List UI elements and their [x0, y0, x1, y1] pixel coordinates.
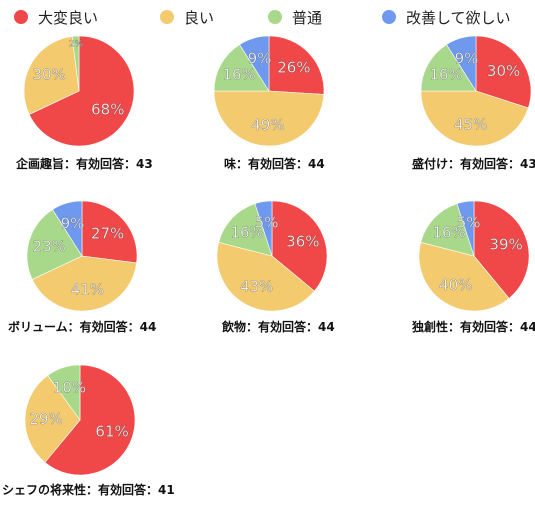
pie-slice-very-good: [44, 364, 136, 476]
pie-label-good: 45%: [454, 116, 487, 134]
pie-slice-normal: [218, 203, 273, 257]
pie-chart-1: 68% 30% 2%: [23, 35, 135, 147]
legend-swatch-needs-improvement: [382, 10, 396, 24]
pie-slice-good: [216, 241, 315, 312]
pie-label-very-good: 27%: [91, 224, 124, 242]
pie-chart-7: 61% 29% 10%: [24, 364, 136, 476]
pie-chart-5: 36% 43% 16%5%: [216, 200, 328, 312]
pie-slice-good: [23, 36, 80, 115]
pie-slice-very-good: [271, 200, 328, 292]
pie-label-normal: 16%: [432, 224, 465, 242]
chart-caption-5: 飲物：有効回答：44: [222, 320, 335, 334]
pie-label-good: 40%: [439, 276, 472, 294]
pie-slice-needs-improvement: [446, 35, 477, 93]
pie-label-needs-improvement: 5%: [255, 213, 279, 231]
pie-label-normal: 16%: [429, 66, 462, 84]
pie-slice-normal: [47, 364, 81, 421]
pie-label-very-good: 68%: [91, 100, 124, 118]
legend-label-normal: 普通: [292, 8, 323, 27]
pie-label-very-good: 36%: [286, 232, 319, 250]
pie-label-normal: 10%: [53, 379, 86, 397]
pie-label-normal: 16%: [230, 224, 263, 242]
pie-label-good: 43%: [240, 277, 273, 295]
pie-slice-good: [420, 90, 529, 147]
pie-label-normal: 2%: [69, 39, 84, 49]
pie-label-very-good: 26%: [277, 59, 310, 77]
chart-caption-1: 企画趣旨：有効回答：43: [16, 157, 153, 171]
pie-slice-very-good: [81, 200, 138, 264]
pie-slice-very-good: [473, 200, 530, 299]
legend-swatch-normal: [268, 10, 282, 24]
legend: 大変良い 良い 普通 改善して欲しい: [0, 0, 535, 34]
pie-slice-normal: [26, 209, 83, 280]
legend-item-very-good: 大変良い: [14, 6, 98, 28]
chart-caption-3: 盛付け：有効回答：43: [412, 157, 535, 171]
pie-label-needs-improvement: 9%: [248, 49, 272, 67]
legend-swatch-good: [160, 10, 174, 24]
pie-label-very-good: 61%: [95, 423, 128, 441]
pie-label-good: 41%: [71, 281, 104, 299]
pie-slice-good: [418, 241, 510, 312]
legend-item-needs-improvement: 改善して欲しい: [382, 6, 511, 28]
pie-slice-needs-improvement: [456, 200, 475, 257]
pie-label-good: 29%: [29, 410, 62, 428]
chart-caption-2: 味：有効回答：44: [224, 157, 325, 171]
pie-chart-6: 39% 40% 16%5%: [418, 200, 530, 312]
pie-label-needs-improvement: 9%: [455, 49, 479, 67]
pie-slice-normal: [71, 35, 80, 92]
pie-label-good: 49%: [251, 116, 284, 134]
pie-slice-good: [31, 255, 137, 312]
pie-label-very-good: 39%: [489, 235, 522, 253]
pie-slice-very-good: [268, 35, 325, 95]
pie-label-very-good: 30%: [487, 62, 520, 80]
legend-label-needs-improvement: 改善して欲しい: [406, 8, 511, 27]
pie-slice-normal: [420, 44, 477, 92]
pie-label-needs-improvement: 5%: [457, 213, 481, 231]
pie-chart-2: 26% 49% 16%9%: [213, 35, 325, 147]
legend-label-very-good: 大変良い: [38, 8, 99, 27]
chart-caption-4: ボリューム：有効回答：44: [8, 320, 157, 334]
pie-slice-good: [213, 90, 325, 147]
pie-slice-very-good: [475, 35, 532, 109]
pie-label-normal: 23%: [33, 237, 66, 255]
pie-slice-needs-improvement: [254, 200, 273, 257]
pie-label-normal: 16%: [222, 66, 255, 84]
chart-caption-6: 独創性：有効回答：44: [412, 320, 535, 334]
pie-chart-3: 30% 45% 16%9%: [420, 35, 532, 147]
pie-slice-normal: [420, 203, 475, 257]
pie-chart-4: 27% 41% 23% 9%: [26, 200, 138, 312]
pie-slice-normal: [213, 44, 270, 92]
legend-item-good: 良い: [160, 6, 214, 28]
pie-label-good: 30%: [32, 66, 65, 84]
chart-caption-7: シェフの将来性：有効回答：41: [2, 483, 175, 497]
legend-item-normal: 普通: [268, 6, 322, 28]
pie-label-needs-improvement: 9%: [61, 214, 85, 232]
pie-slice-good: [24, 375, 81, 463]
pie-slice-needs-improvement: [52, 200, 83, 258]
pie-slice-very-good: [28, 35, 135, 147]
pie-slice-needs-improvement: [239, 35, 270, 93]
legend-swatch-very-good: [14, 10, 28, 24]
legend-label-good: 良い: [184, 8, 215, 27]
